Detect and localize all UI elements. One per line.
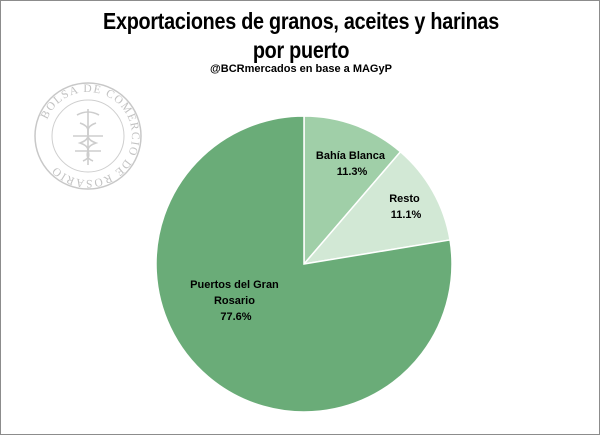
pie-slice-gran-rosario [155,115,453,413]
pie-slices [155,115,453,413]
caduceus-seal-icon: BOLSA DE COMERCIO DE ROSARIO [34,82,142,190]
slice-label-bahia-blanca-value: 11.3% [337,166,368,178]
chart-subtitle: @BCRmercados en base a MAGyP [210,63,392,75]
pie-slice-bahia-blanca [303,115,402,267]
slice-label-bahia-blanca: Bahía Blanca 11.3% [316,150,388,178]
slice-label-gran-rosario-value: 77.6% [220,311,251,323]
chart-title: Exportaciones de granos, aceites y harin… [103,8,499,63]
pie-slice-resto [302,150,451,266]
slice-label-bahia-blanca-name: Bahía Blanca [316,150,386,162]
slice-label-resto-value: 11.1% [391,209,422,221]
slice-label-gran-rosario-name-line1: Puertos del Gran [190,279,279,291]
slice-label-gran-rosario: Puertos del Gran Rosario 77.6% [190,279,282,323]
slice-label-gran-rosario-name-line2: Rosario [214,295,255,307]
slice-label-resto-name: Resto [389,193,420,205]
slice-label-resto: Resto 11.1% [389,193,423,221]
